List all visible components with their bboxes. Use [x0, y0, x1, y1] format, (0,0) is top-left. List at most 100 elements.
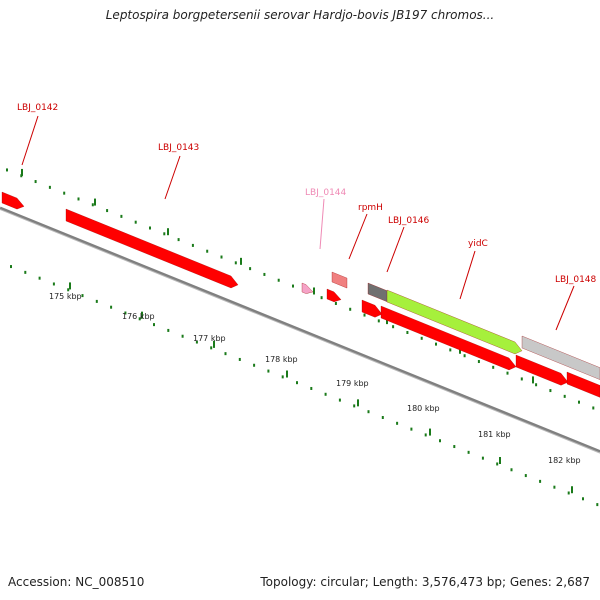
major-tick-mark — [357, 399, 359, 407]
tick-mark — [320, 296, 323, 300]
scale-label: 181 kbp — [478, 430, 511, 439]
tick-mark — [353, 404, 356, 408]
tick-mark — [392, 325, 395, 329]
tick-mark — [177, 238, 180, 242]
major-tick-mark — [141, 311, 143, 319]
tick-mark — [578, 400, 580, 404]
tick-mark — [249, 267, 252, 271]
tick-mark — [481, 456, 484, 460]
tick-mark — [334, 301, 337, 305]
tick-mark — [10, 265, 12, 269]
leader-line — [164, 155, 181, 200]
tick-mark — [596, 503, 599, 507]
tick-mark — [324, 392, 327, 396]
gene-rpmh-box — [331, 271, 348, 289]
tick-mark — [163, 232, 166, 236]
gene-lbj-0146 — [361, 299, 383, 318]
tick-mark — [492, 365, 495, 369]
scale-label: 178 kbp — [265, 355, 298, 364]
tick-mark — [81, 294, 84, 298]
tick-mark — [48, 185, 51, 189]
tick-mark — [149, 226, 151, 230]
tick-mark — [463, 354, 466, 358]
tick-mark — [592, 406, 595, 410]
tick-mark — [77, 197, 80, 201]
gene-red-lower-3 — [566, 371, 600, 398]
gene-red-lower-2 — [515, 354, 569, 386]
tick-mark — [563, 394, 566, 398]
tick-mark — [520, 377, 523, 381]
gene-lbj-0144 — [301, 282, 314, 294]
tick-mark — [238, 357, 241, 361]
gene-track — [1, 191, 600, 398]
tick-mark — [553, 485, 556, 489]
major-tick-mark — [286, 370, 288, 378]
gene-label: LBJ_0148 — [555, 275, 597, 285]
tick-mark — [567, 491, 570, 495]
tick-mark — [95, 299, 98, 303]
tick-mark — [496, 462, 499, 466]
tick-mark — [381, 416, 384, 420]
leader-line — [555, 285, 575, 331]
gene-label: rpmH — [358, 203, 383, 213]
major-tick-mark — [94, 198, 96, 206]
tick-mark — [6, 168, 8, 172]
tick-mark — [110, 305, 113, 309]
major-tick-mark — [213, 340, 215, 348]
tick-mark — [24, 270, 27, 274]
major-tick-mark — [69, 282, 71, 290]
tick-mark — [506, 371, 509, 375]
tick-mark — [224, 352, 227, 356]
tick-mark — [420, 336, 423, 340]
tick-mark — [349, 307, 352, 311]
backbone-line — [0, 206, 600, 453]
tick-mark — [510, 468, 513, 472]
label-leader-lines — [21, 115, 575, 331]
tick-mark — [167, 328, 170, 332]
major-tick-mark — [313, 287, 315, 295]
tick-mark — [524, 474, 527, 478]
tick-mark — [367, 410, 370, 414]
tick-mark — [63, 191, 66, 195]
genome-backbone — [0, 206, 600, 454]
scale-label: 176 kbp — [122, 312, 155, 321]
tick-mark — [153, 323, 155, 327]
tick-mark — [467, 450, 470, 454]
tick-mark — [210, 346, 213, 350]
gene-label: LBJ_0143 — [158, 143, 199, 153]
major-tick-mark — [571, 486, 573, 494]
gene-red-lower-1 — [380, 305, 517, 371]
tick-mark — [38, 276, 41, 280]
tick-mark — [106, 209, 109, 213]
tick-mark — [181, 334, 184, 338]
tick-mark — [195, 340, 198, 344]
major-tick-mark — [459, 346, 461, 354]
tick-mark — [377, 319, 380, 323]
leader-line — [459, 250, 476, 300]
tick-mark — [263, 272, 266, 276]
upper-tick-track — [6, 168, 595, 410]
tick-mark — [67, 288, 70, 292]
genome-summary-text: Topology: circular; Length: 3,576,473 bp… — [260, 575, 590, 589]
gene-label: LBJ_0146 — [388, 216, 430, 226]
lower-tick-track — [10, 265, 599, 507]
tick-mark — [477, 360, 480, 364]
tick-mark — [549, 389, 552, 393]
leader-line — [21, 115, 39, 166]
major-tick-mark — [386, 317, 388, 325]
gene-label: LBJ_0142 — [17, 103, 58, 113]
tick-mark — [424, 433, 427, 437]
tick-mark — [138, 317, 141, 321]
gene-yidc — [386, 289, 523, 355]
tick-mark — [292, 284, 294, 288]
tick-mark — [206, 249, 209, 253]
tick-mark — [296, 381, 298, 385]
major-tick-mark — [240, 257, 242, 265]
gene-label: yidC — [468, 239, 488, 249]
tick-mark — [124, 311, 127, 315]
tick-mark — [277, 278, 280, 282]
scale-label: 175 kbp — [49, 292, 82, 301]
gene-lbj-0148 — [521, 335, 600, 380]
gene-lbj-0143 — [65, 208, 239, 289]
